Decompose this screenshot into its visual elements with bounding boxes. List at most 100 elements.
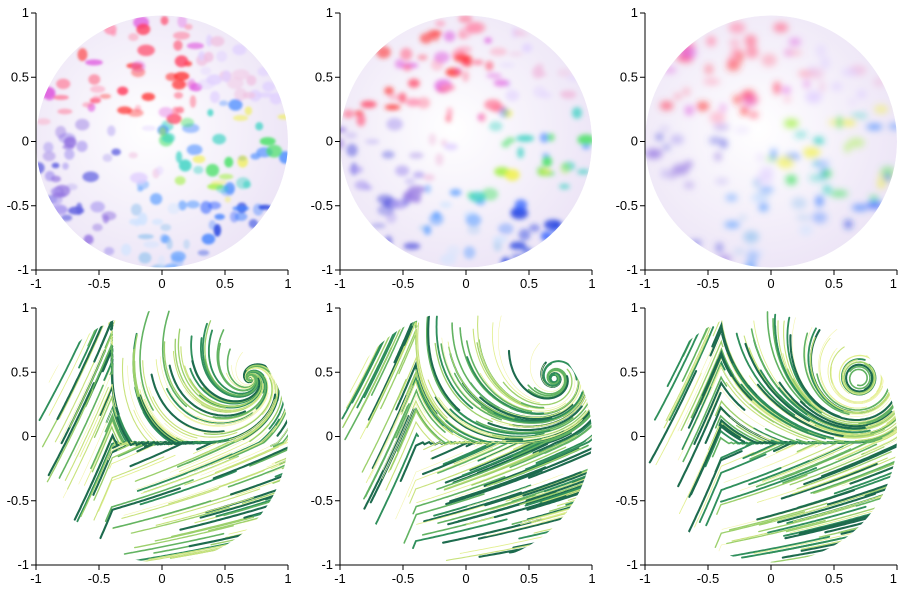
blob (228, 99, 242, 111)
blob (266, 145, 282, 158)
blob (409, 152, 423, 159)
blob (174, 92, 183, 99)
blob (812, 212, 827, 223)
blob (190, 95, 196, 108)
blob (38, 86, 56, 98)
blob (484, 99, 501, 110)
blob (37, 118, 51, 125)
blob (224, 157, 233, 168)
blob (76, 141, 87, 152)
blob (459, 32, 467, 40)
blob (440, 84, 455, 91)
blob (214, 224, 222, 237)
blob (200, 201, 211, 214)
blob (490, 48, 507, 56)
blob (219, 100, 228, 106)
blob (82, 102, 93, 107)
blob (522, 247, 532, 253)
blob (232, 206, 249, 211)
blob (472, 60, 483, 65)
blob (709, 112, 725, 124)
blob (385, 104, 401, 110)
y-tick-label: 0.5 (620, 69, 638, 84)
blob (813, 137, 824, 145)
blob (143, 241, 159, 248)
x-tick-label: 0 (158, 276, 165, 291)
blob (735, 127, 750, 133)
blob (829, 120, 837, 125)
blob (511, 254, 526, 261)
blob (679, 46, 696, 59)
streamline (589, 408, 592, 412)
blob (204, 52, 214, 62)
blob (345, 132, 357, 139)
y-tick-label: 0 (326, 134, 333, 149)
blob (435, 20, 445, 26)
blob (745, 262, 756, 271)
blob (88, 74, 100, 85)
blob (177, 15, 186, 28)
blob (232, 44, 246, 55)
blob (770, 148, 776, 160)
blob (466, 214, 482, 226)
blob (506, 90, 520, 102)
blob (54, 206, 68, 213)
blob (645, 149, 662, 159)
x-tick-label: 0 (158, 571, 165, 586)
blob (759, 203, 769, 212)
blob (874, 105, 888, 113)
blob (180, 118, 194, 128)
blob (175, 176, 186, 185)
figure: -1-0.500.51-1-0.500.51-1-0.500.51-1-0.50… (0, 0, 904, 586)
blob (819, 81, 826, 92)
blob (202, 234, 215, 245)
y-tick-label: 1 (326, 300, 333, 315)
blob (440, 201, 452, 208)
blob (100, 94, 112, 99)
blob (866, 124, 882, 130)
blob (541, 231, 553, 241)
blob (656, 134, 663, 140)
blob (183, 239, 190, 249)
blob (577, 169, 590, 175)
blob (489, 121, 503, 131)
blob (773, 82, 780, 95)
blob (142, 93, 155, 101)
blob (661, 169, 668, 179)
blob (515, 199, 527, 210)
blob (142, 125, 156, 131)
blob (57, 109, 72, 115)
y-tick-label: 1 (326, 5, 333, 20)
blob (161, 16, 169, 25)
blob (744, 95, 756, 107)
blob (469, 192, 485, 203)
blob (166, 239, 172, 250)
blob (395, 165, 409, 176)
blob (493, 235, 508, 243)
blob (278, 114, 292, 119)
blob (674, 94, 681, 99)
y-tick-label: -1 (626, 262, 638, 277)
blob (660, 101, 673, 110)
blob (796, 215, 811, 220)
blob (134, 220, 140, 227)
blob (444, 143, 458, 150)
blob (139, 252, 152, 263)
y-tick-label: -0.5 (7, 493, 29, 508)
blob (683, 88, 690, 96)
blob (179, 159, 192, 171)
blob (222, 70, 231, 82)
blob (685, 106, 693, 116)
y-tick-label: -1 (321, 262, 333, 277)
blob (237, 155, 247, 167)
blob (356, 114, 365, 127)
blob (207, 109, 213, 116)
blob (137, 187, 143, 192)
blob (128, 33, 138, 41)
blob (529, 224, 540, 232)
x-tick-label: 0.5 (216, 276, 234, 291)
blob (559, 184, 570, 190)
x-tick-label: -1 (30, 276, 42, 291)
panel: -1-0.500.51-1-0.500.51 (616, 300, 900, 586)
blob (408, 79, 420, 88)
